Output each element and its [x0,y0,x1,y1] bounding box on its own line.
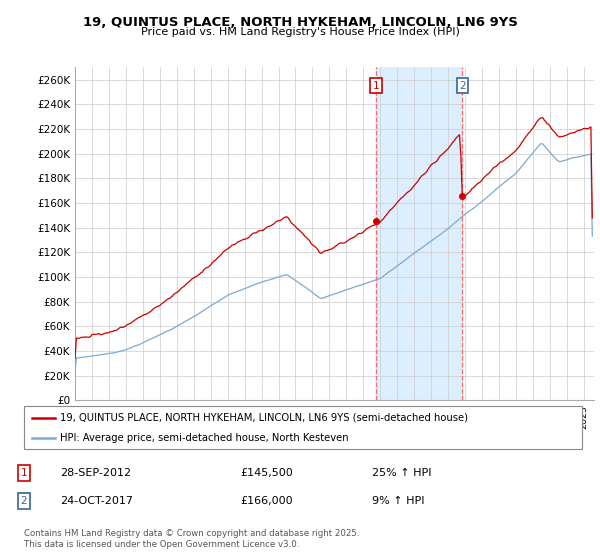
Text: £166,000: £166,000 [240,496,293,506]
Text: 1: 1 [373,81,379,91]
Text: HPI: Average price, semi-detached house, North Kesteven: HPI: Average price, semi-detached house,… [60,433,349,444]
Text: 28-SEP-2012: 28-SEP-2012 [60,468,131,478]
Text: 25% ↑ HPI: 25% ↑ HPI [372,468,431,478]
Text: 19, QUINTUS PLACE, NORTH HYKEHAM, LINCOLN, LN6 9YS (semi-detached house): 19, QUINTUS PLACE, NORTH HYKEHAM, LINCOL… [60,413,468,423]
Text: 19, QUINTUS PLACE, NORTH HYKEHAM, LINCOLN, LN6 9YS: 19, QUINTUS PLACE, NORTH HYKEHAM, LINCOL… [83,16,517,29]
Text: Contains HM Land Registry data © Crown copyright and database right 2025.
This d: Contains HM Land Registry data © Crown c… [24,529,359,549]
Text: 24-OCT-2017: 24-OCT-2017 [60,496,133,506]
FancyBboxPatch shape [24,406,582,449]
Text: 2: 2 [459,81,466,91]
Text: 2: 2 [20,496,28,506]
Text: Price paid vs. HM Land Registry's House Price Index (HPI): Price paid vs. HM Land Registry's House … [140,27,460,38]
Text: 9% ↑ HPI: 9% ↑ HPI [372,496,425,506]
Text: £145,500: £145,500 [240,468,293,478]
Bar [376,67,462,400]
Text: 1: 1 [20,468,28,478]
